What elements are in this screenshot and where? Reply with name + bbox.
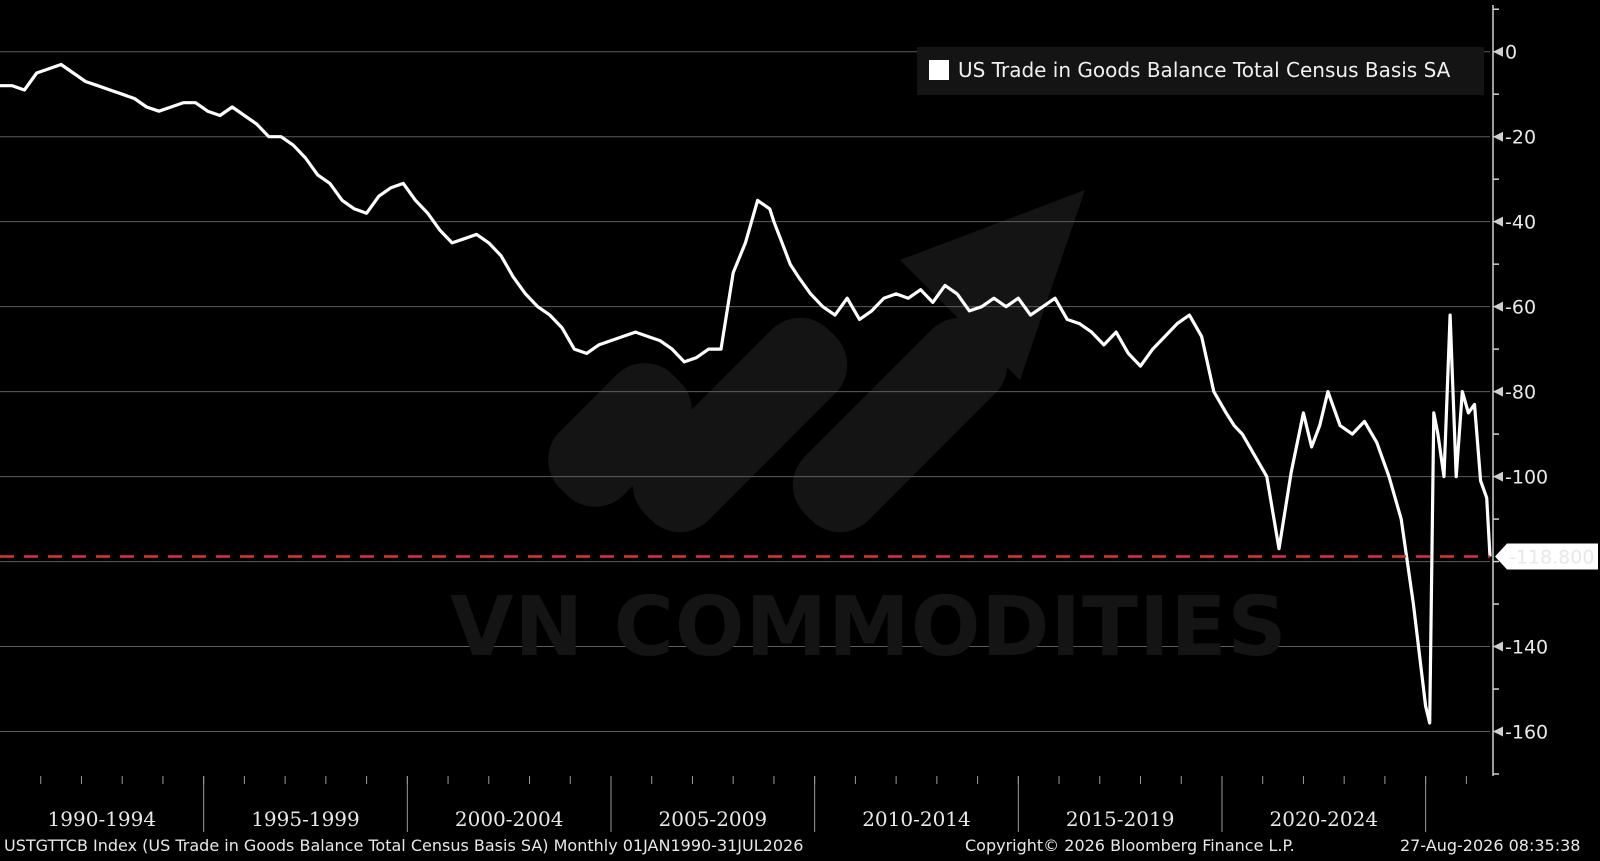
watermark-text: VN COMMODITIES	[450, 580, 1288, 675]
y-tick-mark	[1493, 301, 1503, 312]
y-tick-mark	[1493, 46, 1503, 57]
x-period-label: 2010-2014	[862, 807, 971, 831]
footer-timestamp: 27-Aug-2026 08:35:38	[1400, 836, 1581, 855]
y-tick-mark	[1493, 471, 1503, 482]
x-period-label: 2015-2019	[1066, 807, 1175, 831]
reference-line-label: -118.800	[1495, 543, 1598, 570]
x-period-label: 1990-1994	[48, 807, 157, 831]
x-period-label: 2020-2024	[1270, 807, 1379, 831]
y-tick-label: -60	[1505, 297, 1536, 319]
x-period-label: 2005-2009	[659, 807, 768, 831]
series-line	[0, 62, 1492, 725]
y-tick-label: -160	[1505, 722, 1548, 744]
y-tick-label: -140	[1505, 637, 1548, 659]
y-tick-label: -20	[1505, 127, 1536, 149]
y-tick-label: -80	[1505, 382, 1536, 404]
y-tick-mark	[1493, 386, 1503, 397]
legend-label: US Trade in Goods Balance Total Census B…	[958, 58, 1451, 82]
footer-copyright: Copyright© 2026 Bloomberg Finance L.P.	[965, 836, 1295, 855]
legend-swatch	[929, 60, 949, 80]
y-tick-mark	[1493, 131, 1503, 142]
y-tick-mark	[1493, 726, 1503, 737]
y-tick-label: 0	[1505, 42, 1517, 64]
y-tick-mark	[1493, 216, 1503, 227]
legend: US Trade in Goods Balance Total Census B…	[917, 47, 1484, 95]
y-tick-mark	[1493, 641, 1503, 652]
y-axis: 0 -20 -40 -60 -80 -100 -140 -160	[1492, 5, 1548, 776]
x-period-label: 2000-2004	[455, 807, 564, 831]
gridlines	[0, 51, 1490, 733]
x-axis: 1990-1994 1995-1999 2000-2004 2005-2009 2010…	[40, 776, 1467, 832]
footer-index-description: USTGTTCB Index (US Trade in Goods Balanc…	[4, 836, 804, 855]
watermark-logo	[548, 190, 1085, 533]
x-period-label: 1995-1999	[251, 807, 360, 831]
reference-line-value: -118.800	[1509, 546, 1594, 568]
y-tick-label: -100	[1505, 467, 1548, 489]
y-tick-label: -40	[1505, 212, 1536, 234]
